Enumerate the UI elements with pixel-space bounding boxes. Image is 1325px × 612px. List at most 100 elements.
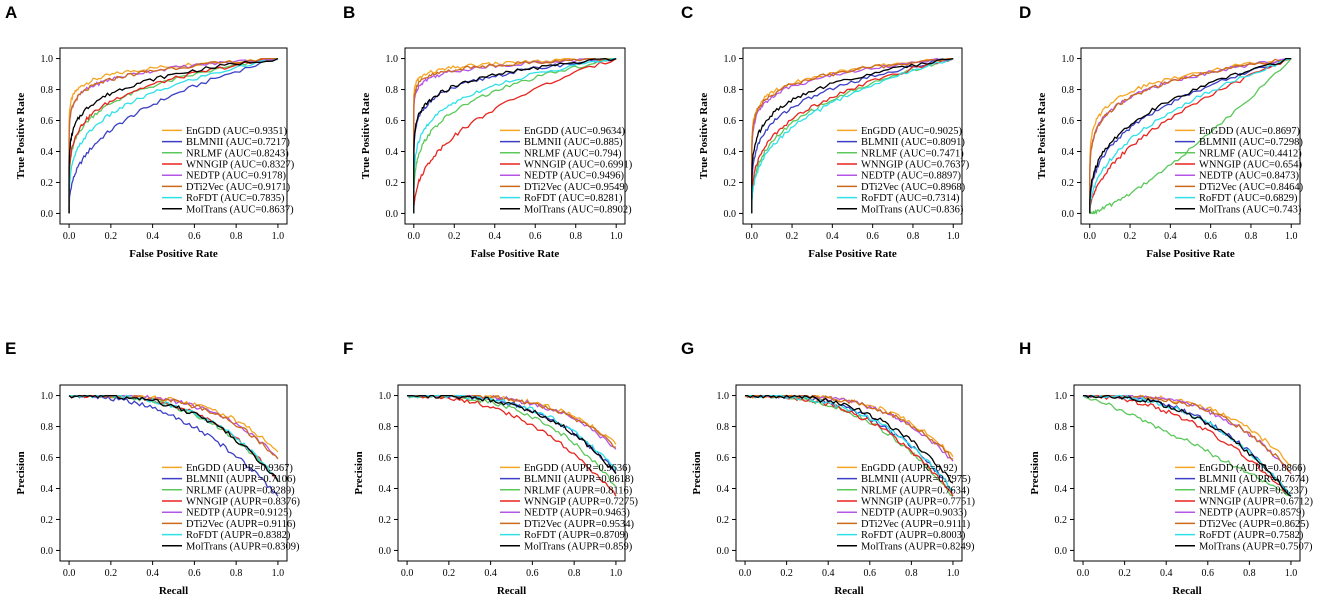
legend-label: RoFDT (AUPR=0.7582) — [1199, 530, 1304, 541]
x-tick-label: 0.2 — [448, 231, 461, 242]
series-line-nrlmf — [1089, 58, 1292, 215]
x-tick-label: 0.8 — [230, 231, 243, 242]
series-line-moltrans — [413, 57, 617, 214]
y-tick-label: 0.8 — [41, 422, 54, 433]
legend-label: WNNGIP (AUPR=0.7275) — [524, 497, 639, 508]
legend-label: BLMNII (AUPR=0.7975) — [861, 474, 971, 485]
x-tick-label: 0.8 — [1245, 231, 1258, 242]
x-tick-label: 0.6 — [1202, 568, 1215, 579]
legend-label: MolTrans (AUPR=0.859) — [524, 541, 633, 552]
x-tick-label: 0.8 — [569, 231, 582, 242]
plot-frame — [1080, 47, 1301, 225]
y-tick-label: 0.2 — [379, 515, 392, 526]
y-tick-label: 0.6 — [1062, 116, 1075, 127]
y-tick-label: 0.4 — [717, 484, 730, 495]
legend-label: WNNGIP (AUPR=0.7751) — [861, 497, 976, 508]
y-tick-label: 1.0 — [386, 54, 399, 65]
series-line-moltrans — [745, 394, 954, 484]
series-line-dti2vec — [751, 57, 954, 214]
y-tick-label: 0.0 — [386, 209, 399, 220]
x-tick-label: 0.0 — [739, 568, 752, 579]
series-line-wnngip — [1089, 57, 1292, 214]
legend-label: MolTrans (AUC=0.743) — [1199, 204, 1302, 215]
legend-label: DTi2Vec (AUPR=0.9534) — [524, 519, 634, 530]
legend-label: EnGDD (AUC=0.9025) — [861, 126, 962, 137]
y-tick-label: 0.6 — [379, 453, 392, 464]
legend-label: NRLMF (AUPR=0.5237) — [1199, 485, 1308, 496]
x-tick-label: 0.6 — [864, 568, 877, 579]
legend-label: EnGDD (AUPR=0.9636) — [524, 463, 631, 474]
y-tick-label: 0.8 — [1062, 85, 1075, 96]
x-tick-label: 0.8 — [230, 568, 243, 579]
x-tick-label: 0.0 — [401, 568, 414, 579]
x-tick-label: 0.2 — [1124, 231, 1137, 242]
x-tick-label: 0.4 — [484, 568, 497, 579]
legend-label: BLMNII (AUPR=0.7674) — [1199, 474, 1309, 485]
x-tick-label: 0.6 — [866, 231, 879, 242]
legend-label: DTi2Vec (AUC=0.9171) — [186, 182, 291, 193]
y-tick-label: 0.8 — [724, 85, 737, 96]
series-line-wnngip — [407, 394, 617, 497]
y-axis-title: True Positive Rate — [15, 93, 27, 180]
y-tick-label: 0.4 — [386, 147, 399, 158]
series-line-nrlmf — [68, 57, 278, 214]
legend-label: NEDTP (AUC=0.9178) — [186, 171, 287, 182]
x-tick-label: 0.0 — [63, 568, 76, 579]
series-line-nrlmf — [751, 57, 954, 214]
y-tick-label: 1.0 — [717, 391, 730, 402]
y-axis-title: True Positive Rate — [1036, 93, 1048, 180]
legend-label: RoFDT (AUC=0.7835) — [186, 193, 285, 204]
panel-G: G 0.0 0.2 0.4 0.6 0.8 1.0 0.0 0.2 0.4 0.6 0.8 1.0 Rec… — [681, 339, 976, 597]
legend-label: RoFDT (AUPR=0.8709) — [524, 530, 629, 541]
y-tick-label: 0.8 — [379, 422, 392, 433]
x-axis-title: False Positive Rate — [808, 248, 897, 260]
y-tick-label: 0.4 — [41, 484, 54, 495]
legend-label: NEDTP (AUPR=0.9463) — [524, 508, 630, 519]
series-line-rofdt — [751, 57, 954, 214]
legend-label: RoFDT (AUC=0.7314) — [861, 193, 960, 204]
legend-label: DTi2Vec (AUPR=0.8625) — [1199, 519, 1309, 530]
legend-label: RoFDT (AUPR=0.8003) — [861, 530, 966, 541]
series-line-engdd — [413, 57, 617, 214]
x-tick-label: 0.8 — [1243, 568, 1256, 579]
x-tick-label: 0.0 — [746, 231, 759, 242]
legend-label: MolTrans (AUPR=0.8309) — [186, 541, 300, 552]
x-tick-label: 1.0 — [1285, 231, 1298, 242]
x-tick-label: 0.4 — [146, 568, 159, 579]
legend-label: DTi2Vec (AUPR=0.9111) — [861, 519, 971, 530]
series-line-moltrans — [751, 57, 954, 214]
x-tick-label: 0.4 — [1160, 568, 1173, 579]
y-tick-label: 0.8 — [1055, 422, 1068, 433]
legend-label: NEDTP (AUPR=0.8579) — [1199, 508, 1305, 519]
x-axis-title: False Positive Rate — [471, 248, 560, 260]
x-tick-label: 0.2 — [105, 568, 118, 579]
series-line-moltrans — [1089, 57, 1292, 214]
x-axis-title: False Positive Rate — [129, 248, 218, 260]
legend-label: EnGDD (AUPR=0.8866) — [1199, 463, 1306, 474]
legend-label: WNNGIP (AUPR=0.6712) — [1199, 497, 1314, 508]
x-tick-label: 0.2 — [443, 568, 456, 579]
x-tick-label: 0.6 — [529, 231, 542, 242]
legend-label: MolTrans (AUC=0.8902) — [524, 204, 632, 215]
y-tick-label: 0.0 — [1062, 209, 1075, 220]
y-tick-label: 0.0 — [379, 546, 392, 557]
panel-D: D 0.0 0.2 0.4 0.6 0.8 1.0 0.0 0.2 0.4 0.6 0.8 1.0 Fal… — [1019, 3, 1304, 260]
plot-frame — [404, 47, 626, 225]
x-tick-label: 0.0 — [1077, 568, 1090, 579]
y-tick-label: 0.8 — [717, 422, 730, 433]
series-line-moltrans — [407, 394, 617, 474]
legend-label: NEDTP (AUPR=0.9033) — [861, 508, 967, 519]
legend-label: EnGDD (AUC=0.8697) — [1199, 126, 1300, 137]
x-axis-title: Recall — [834, 585, 863, 597]
panel-E: E 0.0 0.2 0.4 0.6 0.8 1.0 0.0 0.2 0.4 0.6 0.8 1.0 Rec… — [5, 339, 301, 597]
series-line-rofdt — [413, 57, 617, 214]
x-tick-label: 0.8 — [905, 568, 918, 579]
y-tick-label: 0.6 — [724, 116, 737, 127]
y-tick-label: 1.0 — [41, 391, 54, 402]
y-axis-title: Precision — [1029, 451, 1041, 494]
series-line-dti2vec — [406, 394, 617, 448]
series-line-moltrans — [1082, 394, 1292, 497]
x-tick-label: 0.2 — [105, 231, 118, 242]
y-axis-title: True Positive Rate — [698, 93, 710, 180]
